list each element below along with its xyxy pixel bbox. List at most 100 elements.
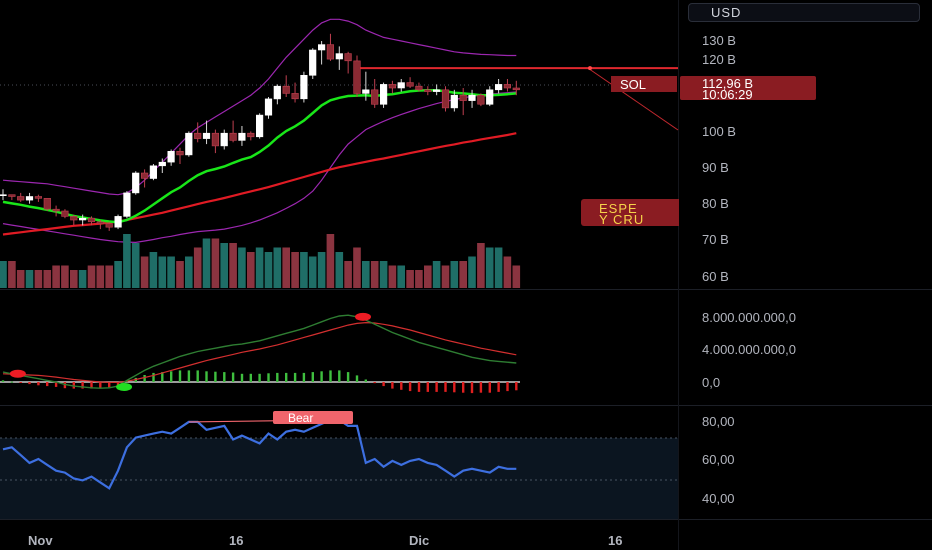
bear-divergence-label[interactable]: Bear	[273, 411, 353, 425]
candle-body	[52, 208, 60, 212]
volume-bar	[300, 252, 308, 288]
macd-histogram-bar	[72, 382, 75, 389]
last-price-tag[interactable]: 112,96 B 10:06:29	[680, 76, 816, 102]
candle-body	[132, 172, 140, 194]
candle-body	[220, 132, 228, 147]
volume-bar	[379, 261, 388, 288]
bear-label-text: Bear	[288, 411, 313, 425]
candle-body	[141, 172, 149, 179]
last-price-value: 112,96 B	[702, 76, 753, 91]
macd-histogram-bar	[355, 375, 359, 382]
candle-body	[255, 114, 264, 138]
price-tick-100: 100 B	[702, 124, 736, 139]
volume-bar	[238, 247, 246, 288]
candle-body	[158, 161, 166, 167]
macd-histogram-bar	[435, 382, 438, 392]
price-tick-80: 80 B	[702, 196, 729, 211]
candle-body	[459, 94, 467, 101]
bollinger-bands	[2, 18, 517, 244]
macd-histogram-bar	[338, 370, 341, 382]
macd-cross-marker	[9, 369, 26, 378]
candle-body	[432, 89, 441, 92]
volume-bar	[432, 261, 441, 288]
projection-anchor	[588, 66, 592, 71]
macd-axis[interactable]: 8.000.000.000,0 4.000.000.000,0 0,0	[702, 310, 796, 390]
volume-bar	[8, 261, 16, 288]
candle-body	[362, 89, 370, 94]
macd-histogram-bar	[161, 372, 164, 382]
candle-body	[415, 85, 423, 91]
volume-bar	[43, 270, 52, 288]
candle-countdown: 10:06:29	[702, 87, 753, 102]
rsi-line	[2, 418, 517, 490]
candlesticks	[0, 33, 520, 231]
time-label-dic: Dic	[409, 533, 429, 548]
macd-cross-marker	[355, 312, 371, 321]
volume-bar	[450, 261, 459, 288]
candle-body	[468, 94, 476, 101]
macd-histogram-bar	[373, 382, 376, 384]
candle-body	[238, 132, 246, 141]
volume-bar	[123, 234, 131, 288]
macd-histogram-bar	[302, 372, 306, 382]
currency-selector[interactable]: USD	[688, 3, 920, 22]
macd-histogram-bar	[382, 382, 385, 387]
candle-body	[309, 49, 317, 76]
macd-cross-marker	[116, 382, 133, 391]
volume-bar	[87, 265, 96, 288]
candle-body	[247, 132, 255, 138]
volume-bar	[308, 256, 317, 288]
macd-histogram-bar	[426, 382, 429, 392]
symbol-tag-background	[611, 76, 677, 92]
macd-histogram-bar	[364, 379, 367, 382]
macd-histogram-bar	[285, 372, 288, 382]
candle-body	[194, 132, 202, 139]
macd-histogram-bar	[276, 372, 279, 382]
macd-histogram-bar	[46, 382, 49, 387]
time-axis[interactable]: Nov 16 Dic 16	[28, 533, 622, 548]
macd-histogram-bar	[205, 371, 208, 382]
volume-bar	[353, 247, 361, 288]
rsi-background-band	[0, 438, 678, 519]
candle-body	[503, 84, 512, 89]
candle-body	[273, 85, 281, 100]
candle-body	[0, 194, 7, 196]
candle-body	[353, 60, 361, 94]
price-axis[interactable]: 130 B 120 B 100 B 90 B 80 B 70 B 60 B	[702, 33, 736, 284]
price-tick-90: 90 B	[702, 160, 729, 175]
price-tick-130: 130 B	[702, 33, 736, 48]
volume-bar	[503, 256, 512, 288]
macd-tick-0: 0,0	[702, 375, 720, 390]
volume-bar	[441, 265, 450, 288]
macd-histogram-bar	[170, 371, 173, 382]
volume-bar	[485, 247, 494, 288]
macd-histogram-bar	[488, 382, 491, 393]
note-line-2: Y CRU	[599, 212, 644, 227]
candle-body	[450, 94, 458, 109]
volume-bar	[344, 261, 352, 288]
rsi-axis[interactable]: 80,00 60,00 40,00	[702, 414, 735, 506]
candle-body	[96, 221, 104, 224]
candle-body	[176, 151, 184, 156]
macd-histogram-bar	[346, 372, 350, 382]
macd-histogram-bar	[28, 382, 31, 385]
resistance-drawing[interactable]	[360, 66, 679, 131]
volume-bar	[34, 270, 43, 288]
volume-bar	[16, 270, 25, 288]
macd-histogram-bar	[506, 382, 509, 392]
projection-line	[587, 67, 679, 131]
volume-bars	[0, 234, 521, 288]
candle-body	[34, 196, 42, 199]
note-box[interactable]: ESPE Y CRU	[581, 199, 691, 227]
candle-body	[211, 132, 220, 147]
macd-histogram-bar	[178, 370, 182, 382]
candle-body	[441, 89, 450, 109]
volume-bar	[255, 247, 264, 288]
symbol-tag[interactable]: SOL	[611, 76, 677, 92]
candle-body	[264, 98, 273, 116]
volume-bar	[70, 270, 78, 288]
price-tick-120: 120 B	[702, 52, 736, 67]
volume-bar	[0, 261, 7, 288]
lower-band-line	[2, 91, 517, 244]
